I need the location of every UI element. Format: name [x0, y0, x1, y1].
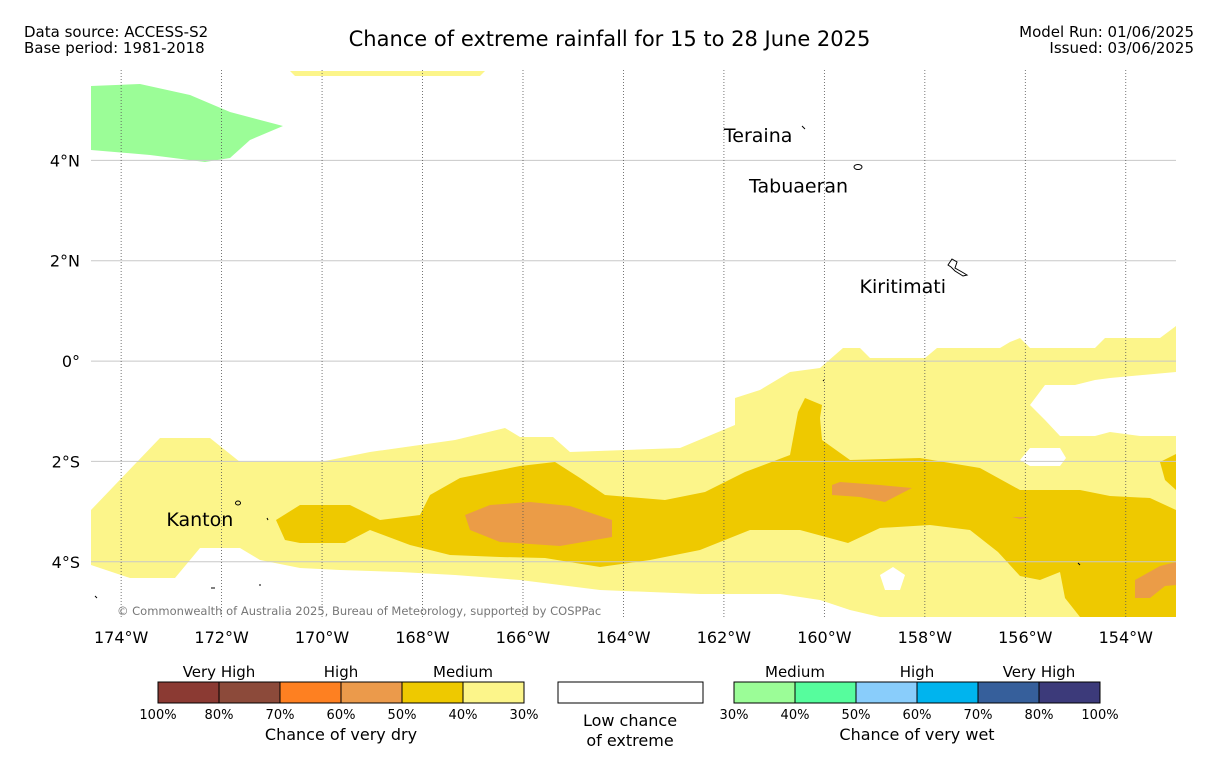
map-plot-area	[91, 70, 1176, 617]
legend-tick-label: 60%	[327, 708, 356, 723]
legend-tick-label: 60%	[903, 708, 932, 723]
lon-tick-label: 154°W	[1099, 628, 1154, 647]
longitude-labels: 174°W 172°W 170°W 168°W 166°W 164°W 162°W 160°W…	[94, 628, 1153, 647]
dry-tick-labels: 100% 80% 70% 60% 50% 40% 30%	[139, 708, 538, 723]
small-island	[1077, 562, 1081, 566]
legend-swatch	[279, 681, 342, 704]
kanton-island	[235, 500, 241, 506]
lon-tick-label: 170°W	[295, 628, 350, 647]
lon-tick-label: 172°W	[194, 628, 249, 647]
copyright-text: © Commonwealth of Australia 2025, Bureau…	[117, 604, 601, 618]
low-caption-line2: of extreme	[586, 731, 673, 750]
latitude-labels: 4°N 2°N 0° 2°S 4°S	[50, 151, 80, 571]
place-label-teraina: Teraina	[723, 125, 793, 147]
data-source-text: Data source: ACCESS-S2	[24, 23, 209, 41]
lat-tick-label: 4°N	[50, 151, 80, 170]
dry-high-60-region	[465, 482, 1176, 598]
dry-legend-groups: Very High High Medium	[183, 663, 493, 681]
wet-medium-30-region	[91, 84, 283, 162]
header-right: Model Run: 01/06/2025 Issued: 03/06/2025	[1019, 24, 1194, 56]
place-label-kiritimati: Kiritimati	[860, 276, 946, 298]
legend-tick-label: 50%	[842, 708, 871, 723]
legend-swatch	[401, 681, 464, 704]
legend-tick-label: 70%	[964, 708, 993, 723]
small-island	[822, 379, 825, 382]
legend-group-label: High	[900, 663, 934, 681]
lon-tick-label: 156°W	[998, 628, 1053, 647]
legend-group-label: Medium	[433, 663, 493, 681]
legend-swatch	[218, 681, 281, 704]
legend-group-label: High	[324, 663, 358, 681]
legend-tick-label: 80%	[1025, 708, 1054, 723]
tabuaeran-island	[853, 164, 863, 170]
small-island	[266, 517, 269, 521]
map-title: Chance of extreme rainfall for 15 to 28 …	[348, 27, 871, 51]
low-caption-line1: Low chance	[583, 711, 677, 730]
lon-tick-label: 174°W	[94, 628, 149, 647]
lon-tick-label: 160°W	[797, 628, 852, 647]
teraina-island	[801, 125, 806, 130]
legend-swatch	[462, 681, 525, 704]
legend-swatch	[855, 681, 918, 704]
wet-tick-labels: 30% 40% 50% 60% 70% 80% 100%	[720, 708, 1119, 723]
wet-colorbar	[733, 681, 1101, 704]
lat-tick-label: 2°N	[50, 252, 80, 271]
dry-colorbar	[157, 681, 525, 704]
small-island	[94, 595, 98, 599]
legend-group-label: Very High	[1003, 663, 1076, 681]
legend-tick-label: 30%	[720, 708, 749, 723]
lon-tick-label: 166°W	[496, 628, 551, 647]
wet-legend-groups: Medium High Very High	[765, 663, 1075, 681]
legend-swatch	[1038, 681, 1101, 704]
base-period-text: Base period: 1981-2018	[24, 39, 205, 57]
legend-swatch	[340, 681, 403, 704]
lon-tick-label: 164°W	[596, 628, 651, 647]
legend-tick-label: 40%	[781, 708, 810, 723]
issued-text: Issued: 03/06/2025	[1049, 39, 1194, 57]
lat-tick-label: 0°	[62, 352, 80, 371]
dry-medium-30-region	[91, 71, 1176, 617]
legend-tick-label: 80%	[205, 708, 234, 723]
dry-caption: Chance of very dry	[265, 725, 417, 744]
legend-tick-label: 40%	[449, 708, 478, 723]
place-label-tabuaeran: Tabuaeran	[748, 175, 848, 197]
kiritimati-island	[947, 258, 969, 277]
legend-swatch	[916, 681, 979, 704]
lat-tick-label: 4°S	[52, 553, 80, 572]
legend-swatch	[157, 681, 220, 704]
legend-tick-label: 100%	[1081, 708, 1118, 723]
lat-tick-label: 2°S	[52, 452, 80, 471]
legend-swatch	[733, 681, 796, 704]
legend-tick-label: 70%	[266, 708, 295, 723]
lon-tick-label: 168°W	[395, 628, 450, 647]
island-outlines	[94, 125, 1081, 599]
legend-group-label: Medium	[765, 663, 825, 681]
dry-medium-40-region	[276, 398, 1176, 617]
legend: Very High High Medium 100% 80% 70% 60% 50% 40% 3…	[139, 663, 1118, 750]
gridlines	[91, 70, 1176, 617]
model-run-text: Model Run: 01/06/2025	[1019, 23, 1194, 41]
legend-tick-label: 50%	[388, 708, 417, 723]
header-left: Data source: ACCESS-S2 Base period: 1981…	[24, 24, 208, 56]
place-labels: Teraina Tabuaeran Kiritimati Kanton	[166, 125, 946, 531]
legend-tick-label: 100%	[139, 708, 176, 723]
low-chance-swatch	[557, 681, 704, 704]
place-label-kanton: Kanton	[166, 509, 233, 531]
legend-swatch	[977, 681, 1040, 704]
lon-tick-label: 162°W	[697, 628, 752, 647]
legend-tick-label: 30%	[510, 708, 539, 723]
legend-swatch	[794, 681, 857, 704]
wet-caption: Chance of very wet	[839, 725, 994, 744]
lon-tick-label: 158°W	[898, 628, 953, 647]
legend-group-label: Very High	[183, 663, 256, 681]
